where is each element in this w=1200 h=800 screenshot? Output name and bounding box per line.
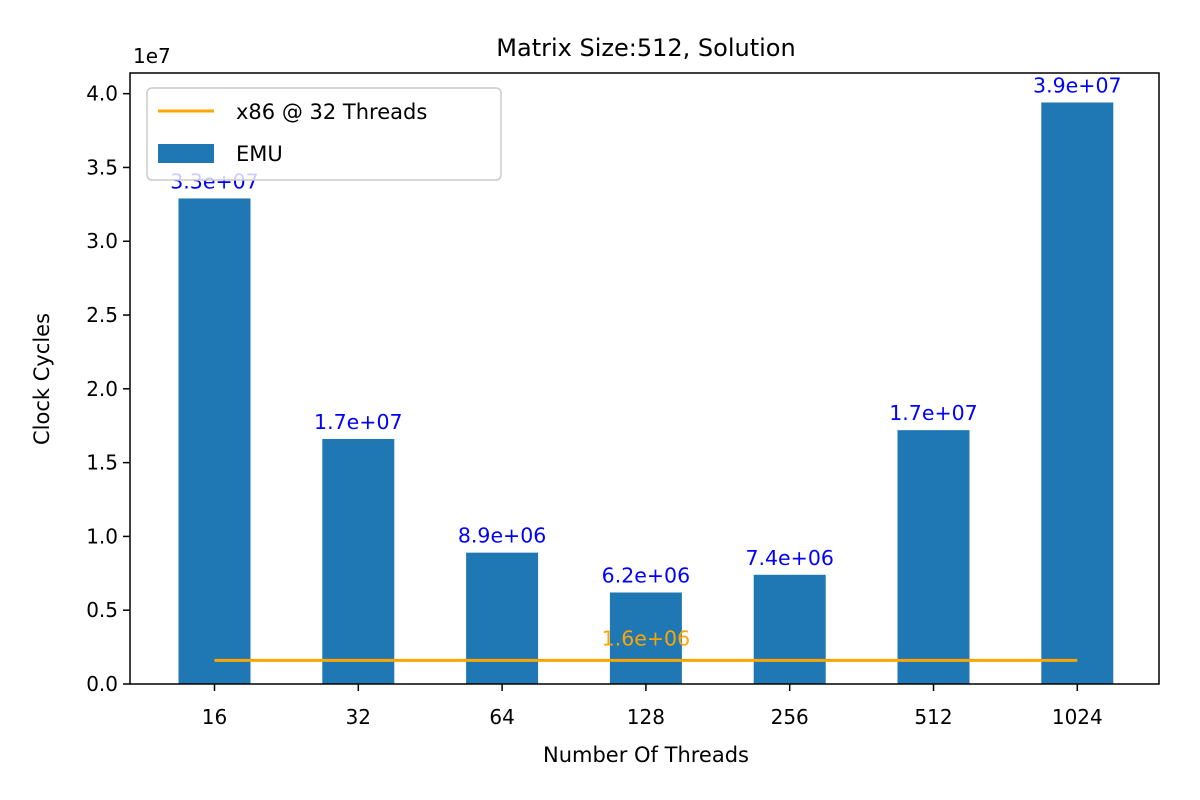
- x-axis-title: Number Of Threads: [543, 743, 749, 767]
- bar-128: [609, 592, 682, 684]
- y-tick-label-8: 4.0: [86, 82, 118, 106]
- y-tick-label-1: 0.5: [86, 598, 118, 622]
- y-scale-multiplier: 1e7: [133, 44, 171, 68]
- y-tick-label-6: 3.0: [86, 229, 118, 253]
- bar-512: [897, 430, 970, 684]
- y-tick-label-4: 2.0: [86, 377, 118, 401]
- legend: x86 @ 32 Threads EMU: [146, 87, 502, 181]
- legend-bar-swatch: [158, 144, 214, 163]
- x86-reference-label: 1.6e+06: [602, 626, 690, 650]
- y-tick-label-5: 2.5: [86, 303, 118, 327]
- x-tick-label-128: 128: [627, 705, 665, 729]
- y-tick-label-3: 1.5: [86, 451, 118, 475]
- x-tick-label-32: 32: [346, 705, 371, 729]
- x-tick-label-512: 512: [914, 705, 952, 729]
- bar-16: [178, 198, 251, 685]
- bar-value-label-32: 1.7e+07: [314, 410, 402, 434]
- bar-value-label-512: 1.7e+07: [889, 401, 977, 425]
- legend-label-emu: EMU: [236, 142, 283, 166]
- y-tick-label-7: 3.5: [86, 155, 118, 179]
- x-tick-label-1024: 1024: [1052, 705, 1103, 729]
- bar-64: [466, 552, 539, 684]
- y-tick-label-2: 1.0: [86, 524, 118, 548]
- bar-32: [322, 439, 395, 684]
- x-ticks: 16 32 64 128 256 512 1024: [202, 684, 1103, 729]
- bar-1024: [1041, 102, 1114, 684]
- legend-label-x86: x86 @ 32 Threads: [236, 100, 427, 124]
- bar-value-label-128: 6.2e+06: [602, 563, 690, 587]
- legend-box: [146, 87, 502, 181]
- x-tick-label-256: 256: [771, 705, 809, 729]
- plot-frame: [129, 72, 1160, 685]
- y-tick-label-0: 0.0: [86, 672, 118, 696]
- bar-256: [753, 574, 826, 684]
- y-ticks: 0.0 0.5 1.0 1.5 2.0 2.5 3.0 3.5 4.0: [86, 82, 130, 696]
- bar-value-label-1024: 3.9e+07: [1033, 74, 1121, 98]
- bar-value-label-64: 8.9e+06: [458, 524, 546, 548]
- bar-value-label-256: 7.4e+06: [745, 546, 833, 570]
- x-tick-label-64: 64: [489, 705, 514, 729]
- chart-title: Matrix Size:512, Solution: [496, 34, 795, 62]
- y-axis-title: Clock Cycles: [30, 313, 54, 445]
- x-tick-label-16: 16: [202, 705, 227, 729]
- bars-layer: [178, 102, 1114, 685]
